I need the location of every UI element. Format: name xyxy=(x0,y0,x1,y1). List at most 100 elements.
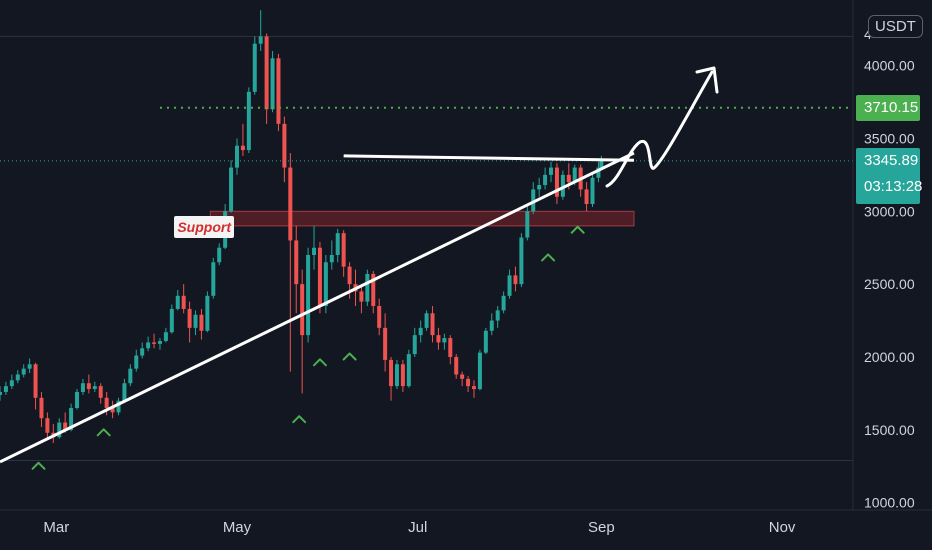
candle xyxy=(531,182,536,215)
currency-badge[interactable]: USDT xyxy=(868,15,923,38)
candle xyxy=(489,313,494,336)
candle xyxy=(442,333,447,350)
candle xyxy=(424,310,429,331)
candle xyxy=(359,284,364,314)
candle-body xyxy=(246,91,251,151)
candle xyxy=(146,336,151,352)
candle xyxy=(471,380,476,398)
candle-body xyxy=(252,43,257,92)
candle xyxy=(412,327,417,357)
time-axis[interactable]: Mar May Jul Sep Nov xyxy=(43,519,796,536)
bounce-marker xyxy=(96,428,111,437)
candle-body xyxy=(39,397,44,419)
candle-body xyxy=(412,335,417,355)
candle xyxy=(454,354,459,379)
candle-body xyxy=(276,58,281,124)
candle xyxy=(110,400,115,419)
candle-body xyxy=(157,340,162,344)
bounce-marker xyxy=(31,461,46,470)
candle xyxy=(377,298,382,336)
candle xyxy=(157,338,162,350)
candle xyxy=(98,383,103,404)
candle-body xyxy=(240,145,245,151)
candle xyxy=(543,167,548,190)
candle-body xyxy=(347,266,352,285)
candle-body xyxy=(205,295,210,331)
candle-body xyxy=(169,308,174,333)
candle-body xyxy=(175,295,180,309)
candle-body xyxy=(377,306,382,328)
projection-arrowhead xyxy=(695,66,719,94)
candle-body xyxy=(323,262,328,306)
candle-body xyxy=(152,342,157,344)
candle-body xyxy=(45,418,50,433)
candle xyxy=(430,306,435,343)
candle xyxy=(75,389,80,410)
candle xyxy=(383,313,388,372)
candle xyxy=(525,204,530,241)
candle-body xyxy=(300,284,305,336)
candle xyxy=(57,418,62,439)
candle-body xyxy=(483,330,488,353)
candle xyxy=(33,362,38,410)
candle xyxy=(169,304,174,334)
candle xyxy=(554,163,559,204)
candle-body xyxy=(335,233,340,255)
candle-body xyxy=(442,338,447,343)
candle xyxy=(39,391,44,427)
candle xyxy=(276,53,281,132)
candle-body xyxy=(371,273,376,306)
x-tick-label: Mar xyxy=(43,519,69,536)
y-tick-label: 4000.00 xyxy=(864,58,915,74)
candle xyxy=(3,381,8,395)
candle-body xyxy=(282,123,287,168)
candle xyxy=(140,342,145,359)
candle xyxy=(448,335,453,365)
candle-body xyxy=(21,368,26,375)
current-price-value: 3345.89 xyxy=(864,151,919,169)
candle-body xyxy=(86,383,91,390)
candle xyxy=(270,51,275,113)
candle-body xyxy=(0,391,2,395)
candle xyxy=(406,349,411,388)
candle-body xyxy=(430,313,435,336)
candle xyxy=(80,378,85,395)
y-tick-label: 1500.00 xyxy=(864,422,915,438)
trendline xyxy=(0,151,635,464)
candle xyxy=(560,170,565,200)
candle-body xyxy=(110,408,115,413)
candle xyxy=(312,225,317,270)
candle xyxy=(335,228,340,263)
candle xyxy=(240,123,245,156)
candle-body xyxy=(306,255,311,336)
candle xyxy=(229,160,234,213)
support-label: Support xyxy=(174,215,234,238)
candle-body xyxy=(489,320,494,331)
candle xyxy=(193,310,198,336)
candle-body xyxy=(406,354,411,387)
candle xyxy=(294,225,299,314)
candle xyxy=(282,116,287,183)
candle xyxy=(400,359,405,392)
candle-body xyxy=(104,397,109,408)
drawings xyxy=(0,66,719,464)
candle xyxy=(199,308,204,340)
candle-body xyxy=(217,247,222,263)
candle xyxy=(436,327,441,350)
candle-body xyxy=(596,167,601,178)
candle xyxy=(234,138,239,175)
candle xyxy=(519,233,524,288)
candle xyxy=(152,333,157,349)
target-price-value: 3710.15 xyxy=(864,98,919,116)
candle xyxy=(317,241,322,314)
candle-body xyxy=(15,374,20,381)
x-tick-label: Nov xyxy=(769,519,796,536)
candle-body xyxy=(400,364,405,387)
candle-body xyxy=(229,167,234,212)
candle-body xyxy=(63,422,68,430)
candle-body xyxy=(234,145,239,168)
candle xyxy=(460,371,465,387)
candle xyxy=(495,306,500,328)
candle-body xyxy=(507,275,512,296)
